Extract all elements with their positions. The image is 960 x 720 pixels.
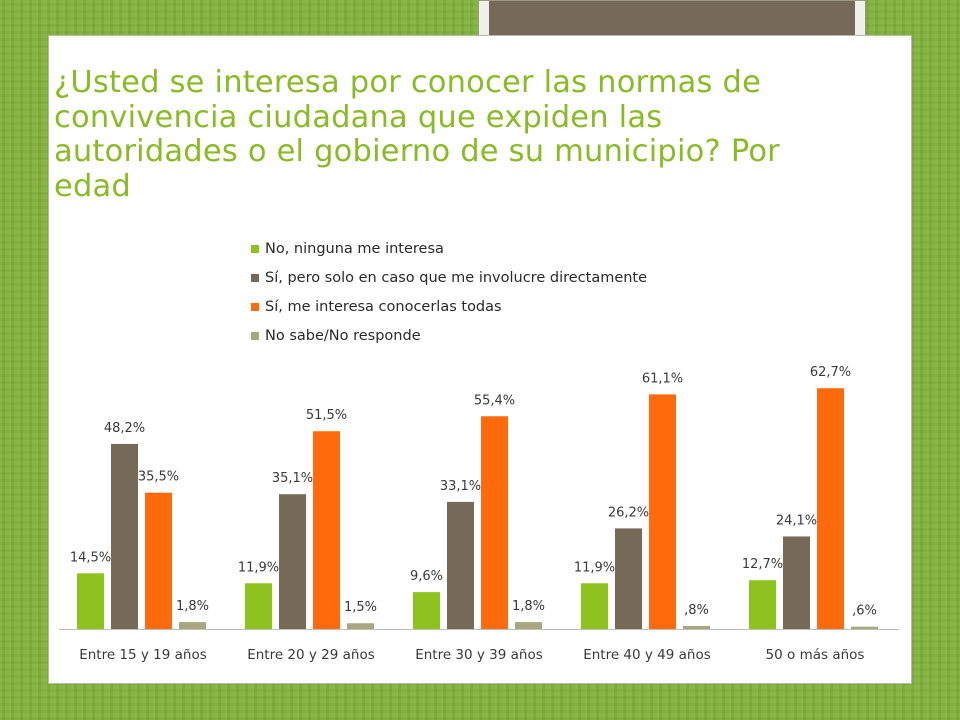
bar [279,494,306,629]
bar [683,625,710,629]
data-label: 9,6% [410,569,443,584]
category-label: Entre 15 y 19 años [79,647,207,663]
bar [581,583,608,629]
data-label: 1,8% [512,599,545,614]
bar [179,622,206,629]
legend-swatch [251,273,259,282]
category-label: Entre 40 y 49 años [583,647,711,663]
bar [111,443,138,629]
bar-chart: 14,5% 48,2% 35,5% 1,8% Entre 15 y 19 años 11,… [59,365,899,663]
bar [851,626,878,629]
slide-panel: ¿Usted se interesa por conocer las norma… [48,35,912,684]
data-label: 51,5% [306,408,347,423]
bar [245,583,272,629]
legend-label: No sabe/No responde [265,327,421,344]
legend-label: Sí, pero solo en caso que me involucre d… [265,269,648,286]
data-label: 35,5% [138,470,179,485]
data-label: ,8% [684,603,709,618]
bar [347,623,374,629]
legend-swatch [251,302,259,311]
data-label: 62,7% [810,365,851,380]
data-label: 26,2% [608,505,649,520]
legend-item-si-todas: Sí, me interesa conocerlas todas [251,292,647,321]
bar [313,431,340,629]
legend-swatch [251,331,259,340]
legend-swatch [251,244,259,253]
data-label: 11,9% [238,560,279,575]
bar [817,388,844,629]
legend-item-no-ninguna: No, ninguna me interesa [251,234,647,263]
data-label: 11,9% [574,560,615,575]
data-label: 33,1% [440,479,481,494]
category-label: Entre 30 y 39 años [415,647,543,663]
legend-item-no-sabe: No sabe/No responde [251,321,647,350]
legend-label: Sí, me interesa conocerlas todas [265,298,502,315]
bar [413,592,440,629]
data-label: 24,1% [776,513,817,528]
bar [145,492,172,629]
data-label: 55,4% [474,393,515,408]
legend-label: No, ninguna me interesa [265,240,444,257]
bar [783,536,810,629]
bar [515,622,542,629]
data-label: 48,2% [104,421,145,436]
category-label: 50 o más años [766,647,865,663]
data-label: 12,7% [742,557,783,572]
data-label: 1,8% [176,599,209,614]
bar [77,573,104,629]
data-label: 1,5% [344,600,377,615]
bar [749,580,776,629]
bar [615,528,642,629]
category-label: Entre 20 y 29 años [247,647,375,663]
chart-legend: No, ninguna me interesa Sí, pero solo en… [251,234,647,350]
bar [447,501,474,629]
data-label: 61,1% [642,371,683,386]
data-label: ,6% [852,604,877,619]
data-label: 14,5% [70,550,111,565]
bar [649,394,676,629]
data-label: 35,1% [272,471,313,486]
legend-item-si-pero-solo: Sí, pero solo en caso que me involucre d… [251,263,647,292]
bar [481,416,508,629]
slide-title: ¿Usted se interesa por conocer las norma… [54,65,780,204]
